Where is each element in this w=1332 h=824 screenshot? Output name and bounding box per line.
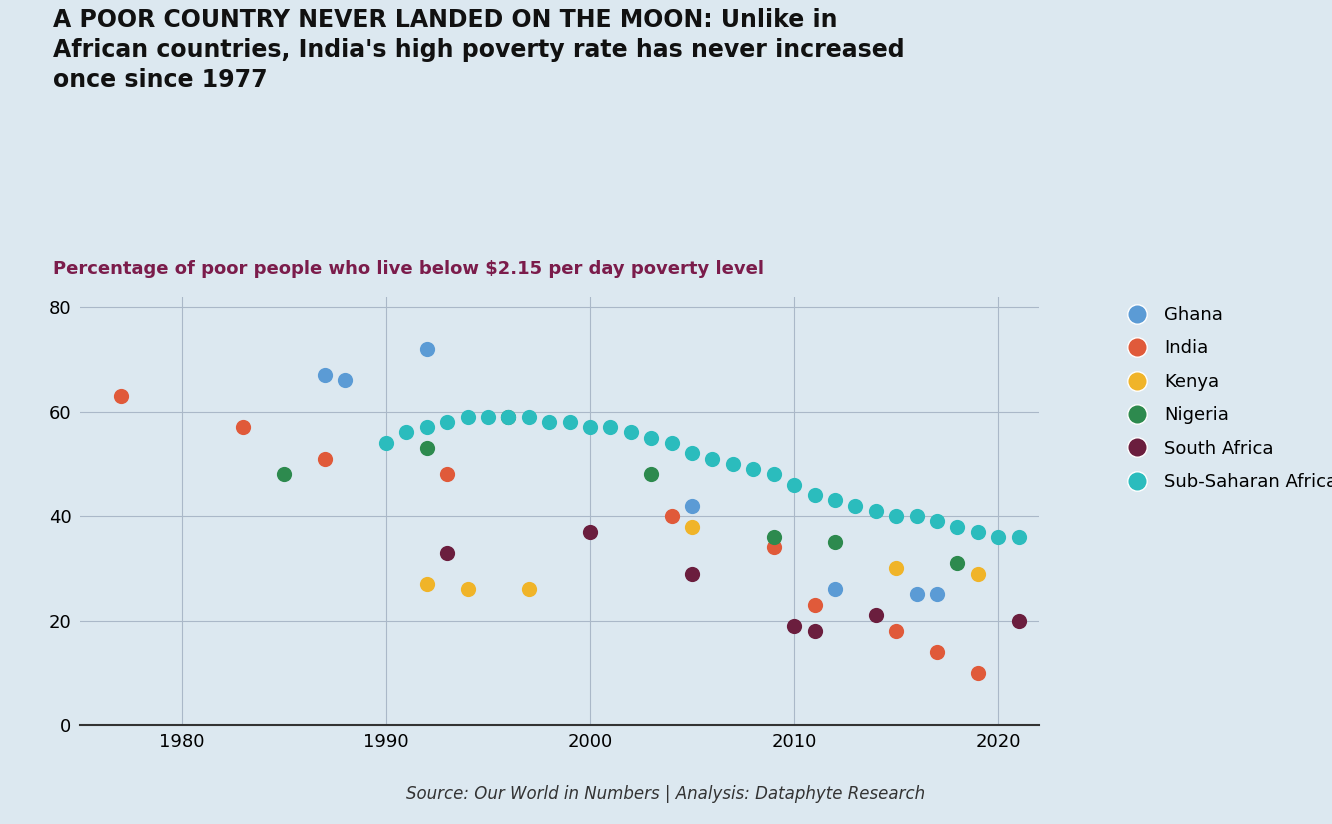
Point (334, 373, 356, 386)
Point (825, 536, 846, 549)
Point (682, 567, 703, 580)
Point (314, 368, 336, 382)
Point (641, 468, 662, 481)
Point (987, 531, 1008, 544)
Point (437, 546, 458, 559)
Point (1008, 614, 1030, 627)
Point (437, 468, 458, 481)
Point (886, 625, 907, 638)
Point (314, 452, 336, 466)
Point (498, 410, 519, 424)
Point (273, 468, 294, 481)
Point (416, 342, 437, 355)
Point (763, 468, 785, 481)
Point (599, 421, 621, 434)
Point (967, 667, 988, 680)
Point (682, 520, 703, 533)
Point (825, 583, 846, 596)
Point (803, 598, 825, 611)
Point (559, 415, 581, 428)
Text: Source: Our World in Numbers | Analysis: Dataphyte Research: Source: Our World in Numbers | Analysis:… (406, 785, 926, 803)
Point (743, 462, 765, 475)
Point (579, 525, 601, 538)
Point (926, 645, 947, 658)
Point (906, 588, 927, 601)
Legend: Ghana, India, Kenya, Nigeria, South Africa, Sub-Saharan Africa: Ghana, India, Kenya, Nigeria, South Afri… (1110, 297, 1332, 500)
Point (661, 437, 682, 450)
Point (926, 588, 947, 601)
Point (518, 583, 539, 596)
Point (518, 410, 539, 424)
Point (416, 421, 437, 434)
Point (783, 478, 805, 491)
Point (947, 556, 968, 569)
Point (967, 567, 988, 580)
Point (803, 489, 825, 502)
Point (661, 509, 682, 522)
Point (416, 442, 437, 455)
Point (844, 499, 866, 513)
Point (886, 562, 907, 575)
Point (621, 426, 642, 439)
Text: Percentage of poor people who live below $2.15 per day poverty level: Percentage of poor people who live below… (53, 260, 765, 278)
Text: A POOR COUNTRY NEVER LANDED ON THE MOON: Unlike in
African countries, India's hi: A POOR COUNTRY NEVER LANDED ON THE MOON:… (53, 8, 904, 91)
Point (1008, 531, 1030, 544)
Point (906, 509, 927, 522)
Point (233, 421, 254, 434)
Point (947, 520, 968, 533)
Point (641, 431, 662, 444)
Point (416, 578, 437, 591)
Point (803, 625, 825, 638)
Point (538, 415, 559, 428)
Point (763, 541, 785, 554)
Point (437, 415, 458, 428)
Point (886, 509, 907, 522)
Point (682, 447, 703, 460)
Point (864, 504, 886, 517)
Point (967, 525, 988, 538)
Point (376, 437, 397, 450)
Point (579, 421, 601, 434)
Point (477, 410, 498, 424)
Point (111, 389, 132, 402)
Point (783, 620, 805, 633)
Point (457, 583, 478, 596)
Point (396, 426, 417, 439)
Point (457, 410, 478, 424)
Point (702, 452, 723, 466)
Point (926, 515, 947, 528)
Point (763, 531, 785, 544)
Point (682, 499, 703, 513)
Point (864, 609, 886, 622)
Point (825, 494, 846, 507)
Point (722, 457, 743, 471)
Point (498, 410, 519, 424)
